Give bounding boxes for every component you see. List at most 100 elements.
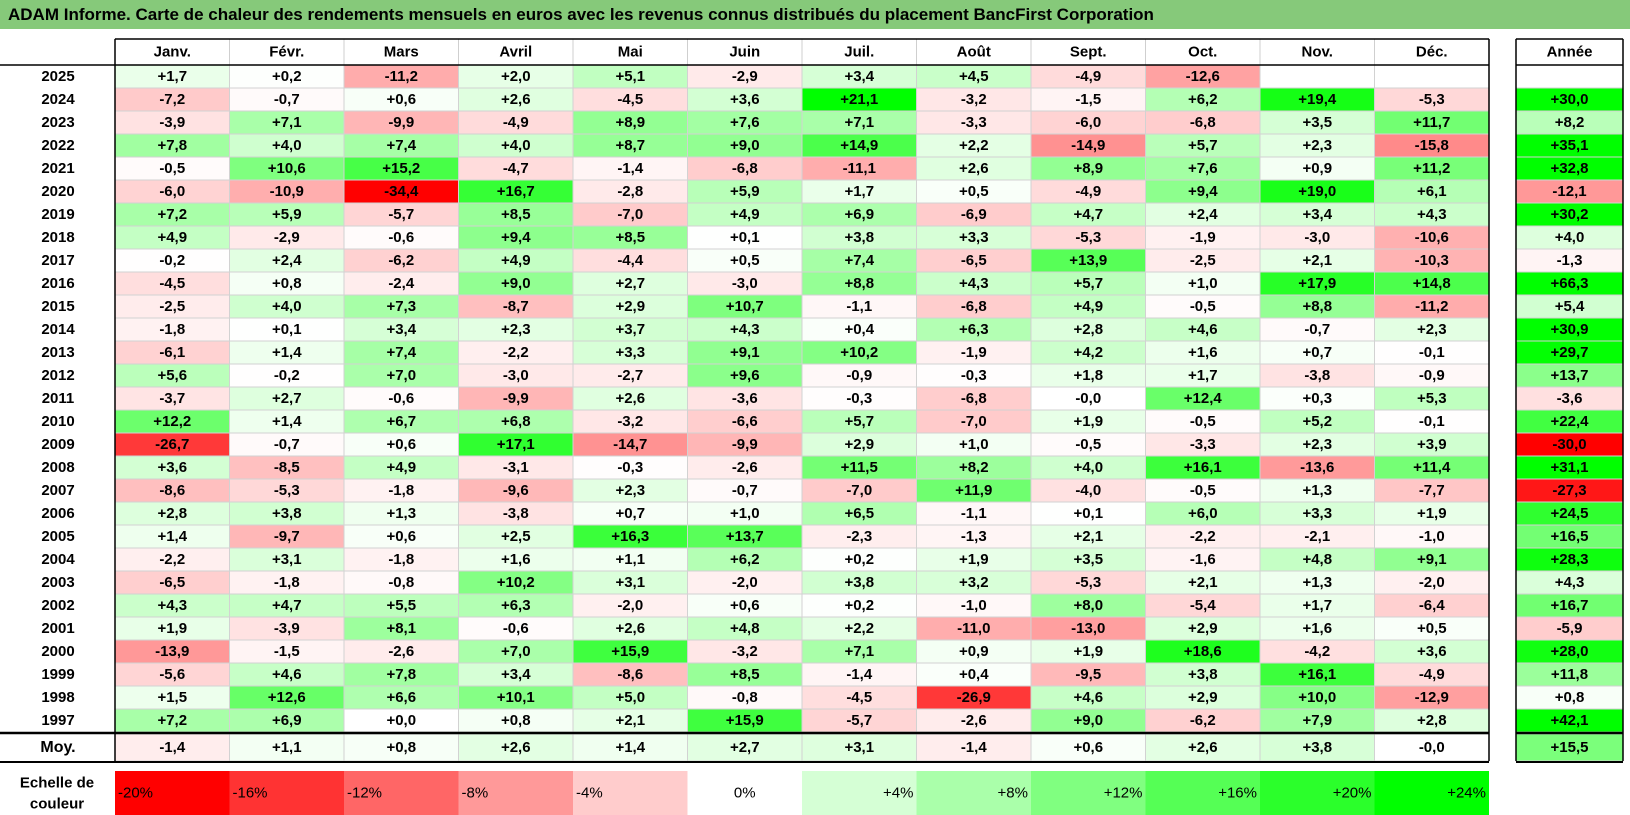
cell-value: +12,2	[153, 413, 191, 430]
cell-value: -3,7	[159, 390, 185, 407]
cell-value: +19,4	[1298, 91, 1337, 108]
cell-value: +0,5	[959, 183, 989, 200]
cell-value: -6,8	[961, 390, 987, 407]
cell-value: -6,4	[1419, 597, 1446, 614]
scale-swatch	[802, 771, 917, 815]
annual-value: -27,3	[1552, 482, 1586, 499]
cell-value: +3,7	[615, 321, 645, 338]
year-label: 1998	[41, 689, 74, 706]
cell-value: -4,5	[617, 91, 643, 108]
cell-value: -9,6	[503, 482, 529, 499]
year-label: 2007	[41, 482, 74, 499]
scale-value: -12%	[347, 785, 382, 802]
cell-value: -0,0	[1075, 390, 1101, 407]
cell-value: +6,8	[501, 413, 531, 430]
average-cell	[916, 733, 1032, 762]
cell-value: +2,8	[157, 505, 187, 522]
year-label: 2008	[41, 459, 74, 476]
cell-value: -0,5	[1075, 436, 1101, 453]
scale-value: +8%	[998, 785, 1028, 802]
cell-value: -7,7	[1419, 482, 1445, 499]
scale-swatch	[1145, 771, 1260, 815]
cell-value: -0,3	[617, 459, 643, 476]
cell-value: -0,3	[961, 367, 987, 384]
cell-value: -5,3	[1075, 229, 1101, 246]
cell-value: +2,3	[1302, 436, 1332, 453]
average-label: Moy.	[40, 739, 75, 756]
cell-value: -3,0	[503, 367, 529, 384]
cell-value: -3,8	[1304, 367, 1330, 384]
cell-value: -6,9	[961, 206, 987, 223]
cell-value: +2,6	[959, 160, 989, 177]
annual-value: +30,9	[1551, 321, 1589, 338]
average-annual-value: +15,5	[1551, 739, 1589, 756]
cell-value: +0,6	[386, 436, 416, 453]
scale-value: +4%	[883, 785, 913, 802]
cell-value: +4,9	[1073, 298, 1103, 315]
cell-value: -10,9	[270, 183, 304, 200]
cell-value: -4,9	[503, 114, 529, 131]
cell-value: -0,7	[274, 436, 300, 453]
scale-swatch	[1031, 771, 1146, 815]
cell-value: +0,1	[1073, 505, 1103, 522]
cell-value: +6,7	[386, 413, 416, 430]
cell-value: +3,4	[386, 321, 416, 338]
month-header: Sept.	[1070, 44, 1107, 61]
cell-value: +4,2	[1073, 344, 1103, 361]
cell-value: +4,7	[272, 597, 302, 614]
cell-value: +0,8	[272, 275, 302, 292]
cell-value: +0,4	[959, 666, 989, 683]
cell-value: -9,9	[388, 114, 414, 131]
cell-value: +1,4	[157, 528, 187, 545]
scale-swatch	[229, 771, 344, 815]
cell-value: +8,5	[615, 229, 645, 246]
cell-value: -14,7	[613, 436, 647, 453]
annual-value: +11,8	[1551, 666, 1588, 683]
cell-value: -2,7	[617, 367, 643, 384]
cell-value: +3,9	[1417, 436, 1447, 453]
cell-value: +6,5	[844, 505, 874, 522]
scale-value: +24%	[1447, 785, 1486, 802]
cell-value: +1,8	[1073, 367, 1103, 384]
cell-value: +7,2	[157, 206, 187, 223]
cell-value: -4,9	[1075, 68, 1101, 85]
cell-value: -0,2	[159, 252, 185, 269]
cell-value: +9,0	[730, 137, 760, 154]
cell-value: +4,3	[157, 597, 187, 614]
year-label: 2018	[41, 229, 74, 246]
cell-value: +4,5	[959, 68, 989, 85]
cell-value: -12,6	[1186, 68, 1220, 85]
cell-value: -3,2	[617, 413, 643, 430]
year-label: 2024	[41, 91, 75, 108]
cell-value: -2,3	[846, 528, 872, 545]
cell-value: -6,8	[961, 298, 987, 315]
cell-value: -2,6	[961, 712, 987, 729]
cell-value: +5,7	[844, 413, 874, 430]
cell-value: -2,5	[1190, 252, 1216, 269]
cell-value: +7,1	[272, 114, 302, 131]
cell-value: +4,6	[1073, 689, 1103, 706]
average-value: +1,1	[272, 739, 302, 756]
cell-value: -4,0	[1075, 482, 1101, 499]
cell-value: -2,8	[617, 183, 643, 200]
cell-value: +5,7	[1073, 275, 1103, 292]
cell-value: -2,4	[388, 275, 415, 292]
cell-value: +6,9	[272, 712, 302, 729]
cell-value: +1,0	[959, 436, 989, 453]
cell-value: -0,9	[1419, 367, 1445, 384]
cell-value: +2,6	[615, 390, 645, 407]
cell-value: +0,4	[844, 321, 874, 338]
annual-header: Année	[1547, 44, 1593, 61]
scale-value: +20%	[1333, 785, 1372, 802]
cell-value: +8,7	[615, 137, 645, 154]
scale-label: Echelle de	[20, 775, 94, 792]
cell-value: +7,4	[386, 344, 416, 361]
cell-value: +1,3	[386, 505, 416, 522]
average-value: +3,8	[1302, 739, 1332, 756]
cell-value: +2,9	[615, 298, 645, 315]
cell-value: -0,9	[846, 367, 872, 384]
cell-value: +13,7	[726, 528, 764, 545]
cell-value: -2,1	[1304, 528, 1330, 545]
cell-value: -6,5	[961, 252, 987, 269]
year-label: 2003	[41, 574, 74, 591]
